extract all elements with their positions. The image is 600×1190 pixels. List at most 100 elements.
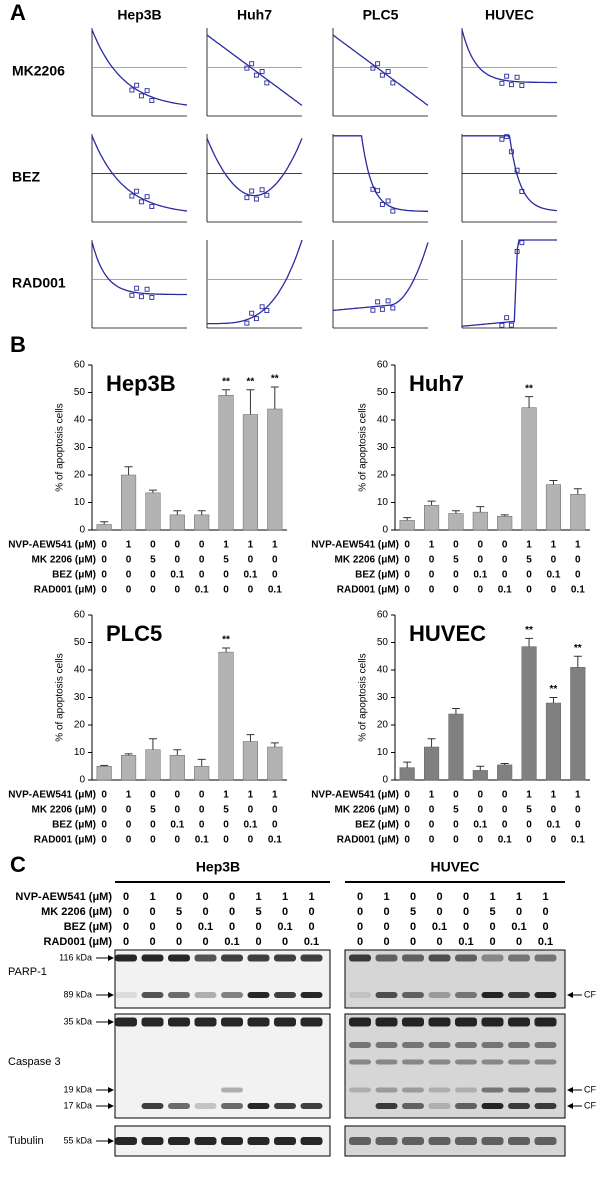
- condition-value: 0: [126, 555, 132, 566]
- data-point: [134, 82, 140, 88]
- y-tick-label: 20: [74, 470, 86, 481]
- data-point: [375, 188, 381, 194]
- condition-value: 0: [150, 570, 156, 581]
- condition-value: 0: [429, 820, 435, 831]
- bar: [424, 746, 440, 781]
- data-point: [249, 61, 255, 67]
- condition-value: 0.1: [268, 835, 282, 846]
- blot-band: [375, 1059, 398, 1065]
- condition-value: 0: [357, 906, 363, 918]
- fit-curve: [206, 34, 303, 106]
- condition-value: 0: [357, 921, 363, 933]
- condition-value: 0: [478, 835, 484, 846]
- blot-band: [402, 1059, 424, 1065]
- plot-frame: [333, 240, 428, 328]
- data-point: [253, 196, 259, 202]
- row-label: BEZ: [12, 169, 40, 185]
- cf-label: CF: [584, 989, 596, 999]
- y-tick-label: 40: [377, 415, 389, 426]
- condition-value: 0: [229, 891, 235, 903]
- data-point: [138, 199, 144, 205]
- condition-value: 0: [429, 555, 435, 566]
- y-tick-label: 40: [377, 665, 389, 676]
- blot-band: [168, 1017, 190, 1027]
- data-point: [508, 82, 514, 88]
- condition-value: 1: [272, 540, 278, 551]
- y-tick-label: 10: [377, 747, 389, 758]
- y-tick-label: 60: [74, 360, 86, 371]
- data-point: [129, 87, 135, 93]
- condition-value: 1: [255, 891, 261, 903]
- bar: [545, 702, 561, 781]
- blot-band: [221, 992, 243, 998]
- condition-value: 1: [429, 540, 435, 551]
- condition-value: 0: [248, 805, 254, 816]
- condition-value: 5: [489, 906, 495, 918]
- condition-value: 1: [526, 540, 532, 551]
- significance-label: **: [525, 625, 533, 636]
- plot-frame: [333, 134, 428, 222]
- condition-value: 0: [202, 936, 208, 948]
- data-point: [249, 310, 255, 316]
- y-tick-label: 40: [74, 665, 86, 676]
- condition-value: 0: [478, 790, 484, 801]
- data-point: [390, 305, 396, 311]
- data-point: [519, 240, 525, 246]
- condition-value: 0: [223, 835, 229, 846]
- data-point: [514, 167, 520, 173]
- y-tick-label: 20: [377, 470, 389, 481]
- data-point: [375, 61, 381, 67]
- blot-band: [481, 1103, 504, 1109]
- blot-band: [194, 1103, 217, 1109]
- condition-value: 5: [150, 555, 156, 566]
- condition-label: NVP-AEW541 (μM): [311, 540, 399, 551]
- blot-band: [375, 1087, 398, 1093]
- condition-value: 0: [502, 790, 508, 801]
- condition-value: 0: [272, 555, 278, 566]
- data-point: [499, 322, 505, 328]
- column-header: Hep3B: [117, 7, 161, 23]
- condition-value: 0: [223, 570, 229, 581]
- condition-value: 0: [248, 585, 254, 596]
- condition-value: 0: [308, 906, 314, 918]
- condition-value: 0: [410, 936, 416, 948]
- data-point: [259, 187, 265, 193]
- condition-value: 0: [502, 570, 508, 581]
- blot-band: [455, 1103, 477, 1109]
- data-point: [134, 188, 140, 194]
- condition-value: 0: [542, 906, 548, 918]
- condition-value: 0: [410, 921, 416, 933]
- y-tick-label: 0: [382, 525, 388, 536]
- panel-label: C: [10, 852, 26, 877]
- blot-band: [115, 954, 137, 962]
- y-tick-label: 60: [377, 360, 389, 371]
- y-tick-label: 50: [377, 387, 389, 398]
- condition-value: 0: [575, 820, 581, 831]
- blot-band: [402, 1137, 424, 1145]
- condition-value: 0: [526, 835, 532, 846]
- blot-band: [247, 1137, 270, 1145]
- fit-curve: [461, 29, 557, 84]
- data-point: [514, 74, 520, 80]
- blot-band: [402, 992, 424, 998]
- data-point: [379, 202, 385, 207]
- blot-label: Caspase 3: [8, 1056, 61, 1068]
- condition-value: 0: [123, 891, 129, 903]
- data-point: [508, 322, 514, 328]
- condition-value: 0: [255, 936, 261, 948]
- data-point: [249, 188, 255, 194]
- bar: [145, 492, 161, 531]
- condition-value: 0.1: [473, 570, 487, 581]
- column-header: HUVEC: [485, 7, 534, 23]
- condition-value: 0: [150, 820, 156, 831]
- chart-title: HUVEC: [409, 621, 486, 646]
- condition-label: RAD001 (μM): [337, 585, 399, 596]
- condition-value: 0: [489, 936, 495, 948]
- condition-value: 0: [404, 540, 410, 551]
- condition-value: 0: [175, 540, 181, 551]
- condition-value: 0.1: [571, 835, 585, 846]
- y-tick-label: 0: [79, 775, 85, 786]
- bar: [497, 516, 513, 531]
- condition-value: 1: [126, 540, 132, 551]
- blot-band: [221, 1137, 243, 1145]
